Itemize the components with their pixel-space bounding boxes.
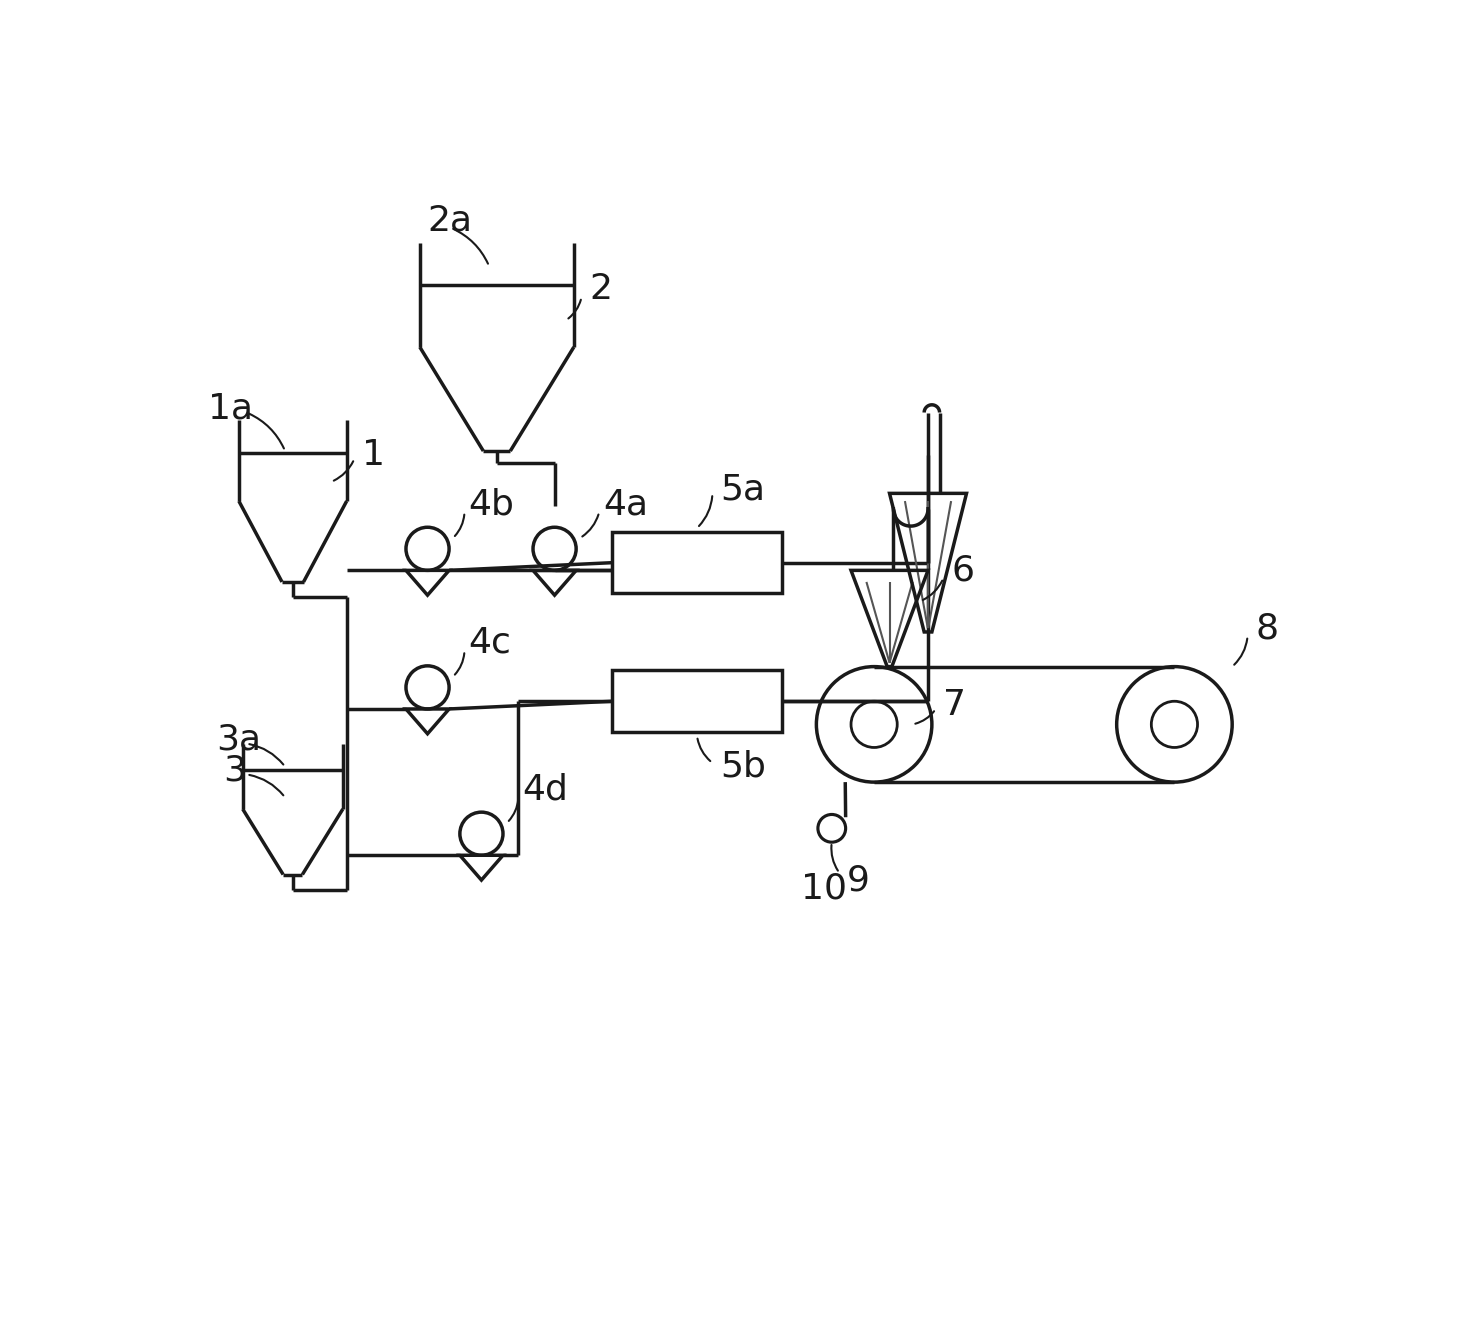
Text: 2a: 2a bbox=[428, 203, 472, 237]
Text: 10: 10 bbox=[801, 872, 847, 905]
Text: 6: 6 bbox=[951, 553, 974, 588]
Text: 5a: 5a bbox=[720, 472, 766, 507]
Bar bbox=[612, 670, 782, 732]
Text: 4a: 4a bbox=[603, 487, 649, 521]
Text: 3: 3 bbox=[224, 753, 246, 788]
Bar bbox=[612, 532, 782, 593]
Text: 4b: 4b bbox=[468, 487, 514, 521]
Text: 1a: 1a bbox=[207, 392, 253, 425]
Text: 7: 7 bbox=[943, 688, 967, 722]
Text: 2: 2 bbox=[589, 272, 612, 307]
Text: 3a: 3a bbox=[216, 722, 261, 757]
Text: 5b: 5b bbox=[720, 749, 766, 784]
Text: 4c: 4c bbox=[468, 625, 511, 660]
Text: 4d: 4d bbox=[523, 772, 569, 806]
Text: 8: 8 bbox=[1256, 611, 1278, 645]
Text: 9: 9 bbox=[847, 864, 869, 897]
Text: 1: 1 bbox=[361, 437, 385, 472]
